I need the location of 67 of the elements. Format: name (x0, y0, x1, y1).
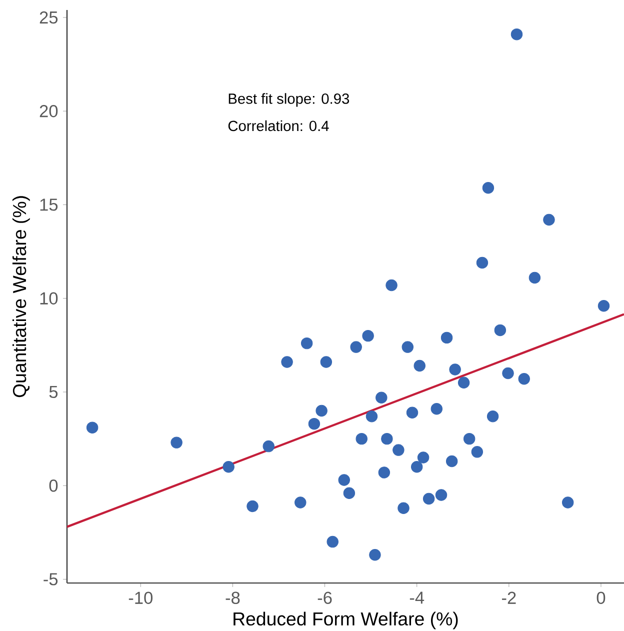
point (435, 489, 448, 501)
point (446, 455, 458, 468)
point (378, 466, 390, 478)
point (494, 324, 506, 336)
point (294, 496, 306, 508)
y-tick-label: -5 (44, 573, 58, 586)
point (518, 373, 530, 385)
point (320, 356, 332, 368)
point (430, 402, 443, 415)
point (449, 364, 461, 376)
point (308, 418, 320, 430)
point (398, 502, 410, 514)
point (362, 330, 374, 342)
point (458, 376, 470, 389)
point (222, 461, 234, 473)
x-tick-label: -6 (318, 592, 332, 604)
point (366, 410, 378, 422)
point (369, 549, 381, 561)
point (528, 272, 541, 284)
y-tick-label: 15 (40, 198, 58, 211)
x-tick-label: -10 (128, 592, 153, 604)
point (598, 300, 610, 312)
point (350, 341, 362, 353)
point (356, 432, 368, 445)
point (440, 332, 453, 344)
x-tick-label: 0 (596, 592, 606, 604)
point (414, 360, 426, 372)
point (338, 474, 350, 486)
y-tick-label: 20 (40, 104, 58, 118)
point (343, 487, 356, 499)
x-tick-label: -2 (502, 592, 516, 604)
point (402, 341, 414, 353)
y-axis-title: Quantitative Welfare (%) (12, 196, 30, 398)
point (422, 492, 435, 505)
point (406, 406, 418, 418)
x-axis-title: Reduced Form Welfare (%) (234, 612, 458, 630)
x-tick-label: -4 (410, 592, 424, 604)
point (262, 440, 274, 452)
point (392, 444, 404, 456)
point (510, 28, 523, 40)
y-tick-label: 25 (40, 11, 58, 24)
point (486, 410, 499, 422)
point (281, 356, 293, 368)
point (246, 500, 258, 512)
point (410, 461, 423, 473)
point (170, 436, 182, 448)
point (386, 279, 398, 292)
y-tick-label: 5 (49, 386, 58, 398)
point (471, 446, 484, 458)
x-tick-label: -8 (226, 592, 240, 604)
point (86, 422, 98, 434)
point (300, 337, 313, 350)
point (482, 182, 494, 194)
point (376, 392, 388, 404)
y-tick-label: 0 (49, 479, 58, 492)
point (562, 496, 574, 508)
y-tick-label: 10 (40, 292, 58, 304)
point (476, 256, 488, 269)
point (502, 367, 514, 380)
point (463, 432, 476, 445)
point (543, 214, 555, 226)
point (417, 452, 430, 464)
annotation: Best fit slope: 0.93 (228, 93, 350, 107)
point (381, 432, 393, 445)
point (326, 536, 338, 548)
point (316, 404, 328, 417)
annotation: Correlation: 0.4 (228, 120, 329, 132)
